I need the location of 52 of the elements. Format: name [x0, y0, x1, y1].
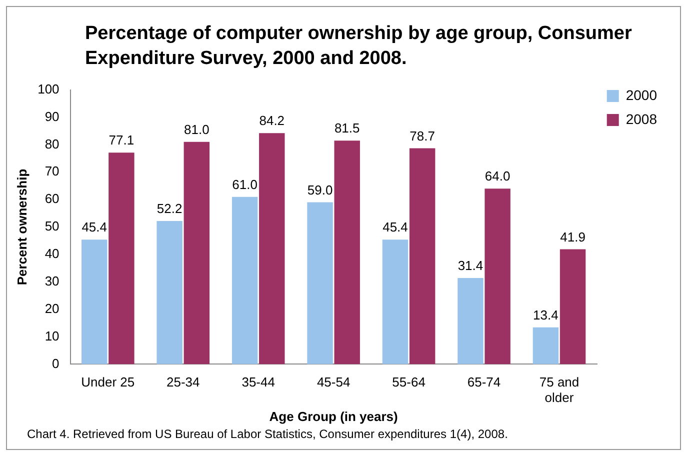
data-label: 61.0 [232, 176, 258, 192]
caption: Chart 4. Retrieved from US Bureau of Labor Statistics, Consumer expenditures 1(4), 2008. [27, 427, 508, 441]
data-label: 84.2 [259, 113, 285, 128]
data-label: 45.4 [82, 220, 108, 235]
x-tick-label: 55-64 [392, 374, 426, 390]
data-label: 31.4 [458, 258, 484, 274]
x-tick-label: 75 and older [539, 374, 580, 406]
y-tick-label: 100 [38, 81, 60, 96]
bar [560, 249, 586, 364]
data-label: 81.5 [334, 120, 360, 136]
data-label: 45.4 [382, 220, 408, 235]
bar [382, 240, 408, 364]
x-tick-label: Under 25 [81, 374, 135, 390]
bar [484, 188, 510, 364]
y-tick-label: 0 [52, 356, 60, 371]
bar [232, 196, 258, 364]
bar [307, 202, 333, 364]
data-label: 64.0 [484, 168, 510, 184]
legend-label: 2008 [626, 110, 658, 127]
y-tick-label: 90 [44, 108, 60, 124]
y-tick-label: 10 [44, 328, 60, 344]
y-tick-label: 80 [44, 136, 60, 152]
x-axis-title: Age Group (in years) [269, 408, 398, 424]
y-tick-label: 30 [44, 273, 60, 288]
y-tick-label: 40 [44, 246, 60, 262]
bar [334, 140, 360, 364]
data-label: 59.0 [307, 182, 333, 198]
y-tick-label: 50 [44, 218, 60, 234]
x-tick-label: 45-54 [316, 374, 350, 390]
bar [108, 152, 134, 364]
bar [409, 148, 436, 364]
data-label: 52.2 [156, 201, 182, 216]
legend-label: 2000 [626, 86, 658, 103]
data-label: 41.9 [560, 229, 586, 244]
bar [532, 327, 559, 364]
y-axis-title: Percent ownership [14, 168, 30, 286]
bar [259, 133, 285, 364]
x-tick-label: 65-74 [467, 374, 501, 390]
x-tick-label: 25-34 [166, 374, 200, 390]
bar [458, 278, 484, 364]
y-tick-label: 70 [44, 164, 60, 179]
data-label: 77.1 [108, 132, 134, 148]
x-tick-label: 35-44 [242, 374, 275, 390]
data-label: 13.4 [533, 308, 558, 323]
y-tick-label: 60 [44, 191, 60, 206]
chart-title: Percentage of computer ownership by age group, Consumer Expenditure Survey, 2000 and 2008. [85, 22, 633, 71]
data-label: 78.7 [410, 128, 435, 144]
bar [156, 220, 182, 364]
bar [184, 142, 210, 364]
data-label: 81.0 [184, 122, 210, 138]
y-tick-label: 20 [44, 300, 60, 316]
bar [82, 240, 108, 364]
